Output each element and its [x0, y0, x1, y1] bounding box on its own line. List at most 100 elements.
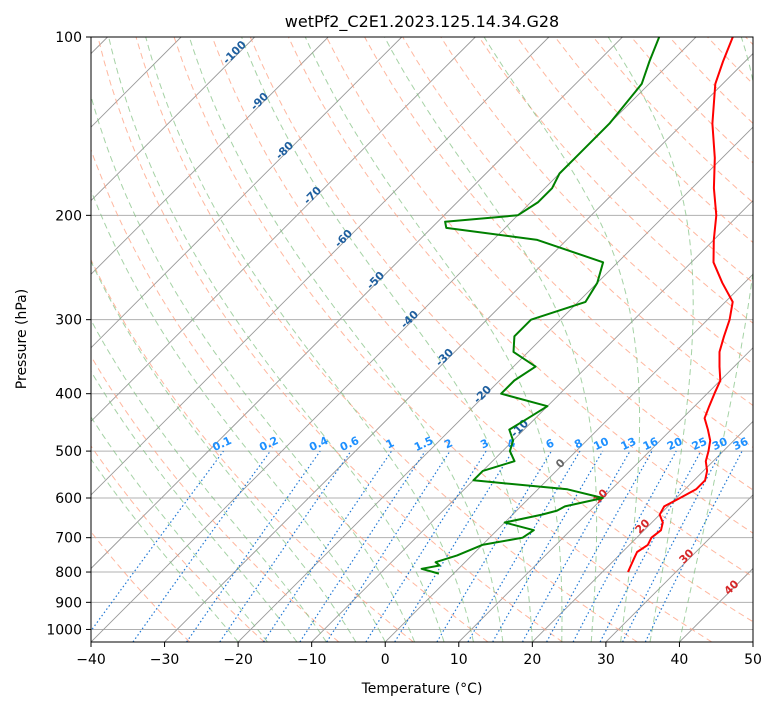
- profiles: [420, 37, 734, 575]
- plot-frame: [90, 36, 754, 643]
- isotherm-line: [91, 37, 255, 202]
- moist-adiabat-label: -50: [364, 269, 387, 292]
- x-tick-label: −40: [76, 652, 106, 668]
- x-tick-label: −30: [150, 652, 180, 668]
- moist-adiabat-line: [607, 37, 694, 642]
- moist-adiabat-label: -100: [220, 38, 249, 67]
- dry-adiabat-line: [516, 37, 753, 284]
- y-tick-label: 700: [55, 531, 82, 547]
- mixing-ratio-line: [394, 450, 514, 642]
- y-axis: 100 200 300 400 500 600 700 800 900 1000: [46, 30, 91, 638]
- moist-adiabat-label: -60: [332, 227, 355, 250]
- mixing-ratio-label: 30: [710, 435, 730, 453]
- mixing-ratio-label: 13: [619, 435, 638, 453]
- background-lines: [91, 37, 753, 642]
- mixing-ratio-line: [572, 450, 677, 642]
- isotherm-line: [752, 641, 753, 642]
- dry-adiabat-line: [91, 355, 340, 642]
- dry-adiabat-line: [440, 37, 753, 365]
- mixing-ratio-line: [299, 450, 426, 642]
- dry-adiabat-label: 0: [553, 456, 568, 471]
- moist-adiabat-line: [241, 37, 533, 642]
- moist-adiabat-line: [91, 188, 386, 642]
- isotherm-line: [311, 200, 753, 642]
- y-axis-label: Pressure (hPa): [14, 289, 30, 389]
- isotherm-line: [91, 37, 623, 570]
- y-tick-label: 300: [55, 313, 82, 329]
- moist-adiabat-line: [91, 319, 327, 642]
- moist-adiabat-label: -40: [398, 308, 421, 331]
- isotherm-line: [605, 494, 753, 642]
- dewpoint-profile-line: [420, 37, 661, 575]
- moist-adiabat-line: [678, 37, 753, 642]
- y-tick-label: 800: [55, 565, 82, 581]
- isotherm-line: [91, 37, 476, 422]
- moist-adiabat-label: -30: [433, 346, 456, 369]
- mixing-ratio-label: 10: [591, 435, 611, 453]
- temperature-profile-line: [627, 37, 734, 573]
- moist-adiabat-line: [145, 37, 474, 642]
- y-tick-label: 900: [55, 595, 82, 611]
- dry-adiabat-line: [91, 258, 414, 642]
- dry-adiabat-line: [91, 148, 489, 642]
- isotherm-line: [237, 126, 753, 642]
- x-axis-label: Temperature (°C): [361, 681, 483, 697]
- mixing-ratio-line: [262, 450, 392, 642]
- x-tick-label: 40: [671, 652, 689, 668]
- y-tick-label: 100: [55, 30, 82, 46]
- moist-adiabat-label: -80: [273, 139, 296, 162]
- dry-adiabat-line: [97, 37, 563, 642]
- isotherm-line: [458, 347, 753, 642]
- dry-adiabat-line: [554, 37, 753, 244]
- moist-adiabat-line: [108, 37, 445, 642]
- isotherm-line: [679, 567, 753, 642]
- x-tick-label: 0: [381, 652, 390, 668]
- mixing-ratio-line: [326, 450, 451, 642]
- mixing-ratio-label: 6: [544, 436, 557, 451]
- mixing-ratio-line: [219, 450, 352, 642]
- mixing-ratio-line: [91, 450, 224, 632]
- x-tick-label: 30: [597, 652, 615, 668]
- mixing-ratio-label: 36: [731, 435, 751, 453]
- mixing-ratio-line: [599, 450, 702, 642]
- x-axis: −40 −30 −20 −10 0 10 20 30 40 50: [76, 642, 762, 668]
- chart-title: wetPf2_C2E1.2023.125.14.34.G28: [285, 12, 559, 32]
- moist-adiabat-line: [91, 416, 268, 642]
- y-tick-label: 500: [55, 444, 82, 460]
- isotherm-line: [91, 37, 403, 349]
- dry-adiabat-line: [707, 37, 753, 85]
- dry-adiabat-line: [745, 37, 753, 46]
- mixing-ratio-line: [365, 450, 487, 642]
- dry-adiabat-line: [91, 445, 265, 642]
- dry-adiabat-label: 40: [722, 577, 742, 597]
- mixing-ratio-label: 2: [442, 436, 454, 451]
- moist-adiabat-line: [304, 37, 563, 642]
- dry-adiabat-line: [326, 37, 753, 491]
- y-tick-label: 600: [55, 491, 82, 507]
- moist-adiabat-line: [483, 37, 641, 642]
- moist-adiabat-line: [384, 37, 598, 642]
- y-tick-label: 400: [55, 387, 82, 403]
- moist-adiabat-line: [91, 94, 416, 642]
- mixing-ratio-line: [521, 450, 631, 642]
- moist-adiabat-label: -90: [248, 90, 271, 113]
- isotherm-line: [532, 420, 753, 642]
- isotherm-line: [91, 37, 550, 496]
- mixing-ratio-label: 25: [690, 435, 709, 453]
- y-tick-label: 1000: [46, 622, 82, 638]
- mixing-ratio-line: [132, 450, 271, 642]
- moist-adiabat-label: -20: [471, 383, 494, 406]
- moist-adiabat-line: [91, 458, 239, 642]
- mixing-ratio-line: [467, 450, 581, 642]
- line-labels: 0.1 0.2 0.4 0.6 1 1.5 2 3 4 6 8 10 13 16 20 25 30 36-100-…: [210, 38, 750, 598]
- moist-adiabat-line: [91, 370, 298, 642]
- isotherm-line: [164, 52, 753, 642]
- dry-adiabat-line: [135, 37, 638, 642]
- dry-adiabat-line: [173, 37, 713, 642]
- isotherm-line: [384, 273, 753, 642]
- x-tick-label: −10: [297, 652, 327, 668]
- moist-adiabat-line: [91, 260, 357, 642]
- dry-adiabat-line: [211, 37, 753, 623]
- x-tick-label: 10: [450, 652, 468, 668]
- dry-adiabat-label: 30: [677, 546, 697, 566]
